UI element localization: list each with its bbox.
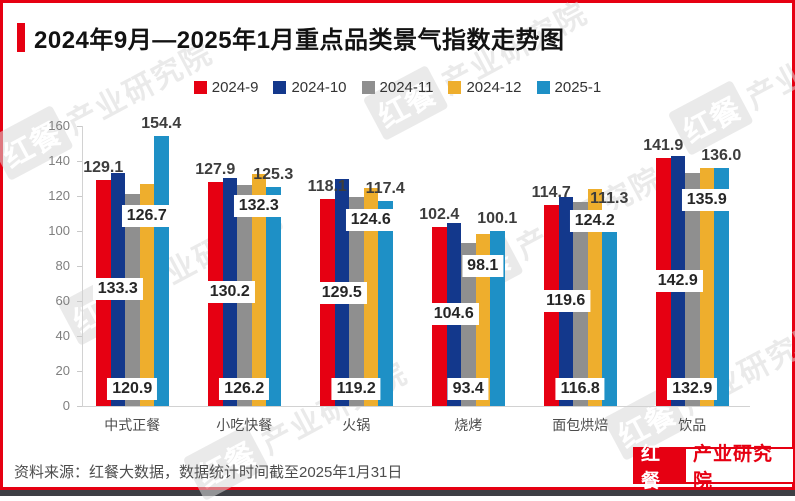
bar-value-label: 120.9 [107,378,158,400]
legend-swatch [193,81,207,94]
bar-value-label: 136.0 [701,147,742,164]
bar-value-label: 127.9 [195,161,236,179]
bar [378,200,393,406]
legend-label: 2024-12 [466,79,522,96]
bar-value-label: 126.2 [219,378,270,400]
bar-value-label: 124.2 [569,209,620,232]
bar-value-label: 129.5 [316,281,367,304]
y-tick-label: 40 [55,328,70,343]
y-tick-mark [77,336,82,337]
bar-value-label: 119.2 [331,378,381,400]
bar-value-label: 135.9 [681,189,732,212]
y-tick-label: 60 [55,293,70,308]
y-tick-label: 80 [55,258,70,273]
bar-value-label: 98.1 [462,255,504,278]
bar-value-label: 117.4 [365,179,405,197]
bar [154,135,169,406]
y-tick-label: 0 [62,398,70,413]
bar-value-label: 102.4 [419,205,460,223]
bar-value-label: 124.6 [345,208,396,231]
x-axis-line [82,406,750,407]
bar [714,168,729,406]
bar-value-label: 116.8 [555,378,605,400]
brand-logo-text: 产业研究院 [693,443,774,492]
bar [266,186,281,406]
bar-value-label: 119.6 [541,290,591,313]
bar-value-label: 129.1 [83,159,124,177]
y-tick-label: 120 [48,188,70,203]
bar [699,168,714,406]
legend-swatch [448,81,462,94]
bar [587,188,602,406]
page-title: 2024年9月—2025年1月重点品类景气指数走势图 [34,27,565,54]
y-axis-line [82,126,83,406]
bar [251,174,266,406]
legend-label: 2025-1 [554,79,602,96]
bar-value-label: 111.3 [590,190,629,208]
bar-value-label: 125.3 [253,165,294,183]
title-row: 2024年9月—2025年1月重点品类景气指数走势图 [17,20,564,55]
bar-value-label: 130.2 [204,281,255,304]
bar-value-label: 104.6 [428,303,479,326]
legend-item: 2024-11 [361,79,434,96]
y-tick-mark [77,196,82,197]
chart-legend: 2024-9 2024-10 2024-11 2024-12 2025-1 [0,79,795,96]
source-note: 资料来源：红餐大数据，数据统计时间截至2025年1月31日 [14,464,403,481]
y-tick-label: 160 [48,118,70,133]
bar [363,187,378,406]
legend-item: 2024-10 [273,79,347,96]
category-label: 中式正餐 [104,417,161,433]
legend-swatch [273,81,287,94]
bar [139,184,154,406]
category-label: 小吃快餐 [216,417,273,433]
y-tick-label: 20 [55,363,70,378]
bar-value-label: 132.3 [233,195,284,218]
bar-value-label: 142.9 [652,269,703,292]
y-tick-mark [77,161,82,162]
y-tick-mark [77,266,82,267]
legend-swatch [361,81,375,94]
bar-value-label: 100.1 [477,209,518,227]
category-label: 烧烤 [454,417,483,433]
legend-item: 2024-9 [193,79,259,96]
bar-value-label: 118.1 [307,178,347,196]
title-accent-bar [17,23,25,52]
category-label: 火锅 [342,417,371,433]
category-label: 饮品 [678,417,707,433]
legend-item: 2025-1 [536,79,602,96]
y-tick-mark [77,126,82,127]
legend-label: 2024-9 [211,79,259,96]
bar-value-label: 132.9 [667,378,718,400]
legend-label: 2024-10 [291,79,347,96]
bar-value-label: 114.7 [531,184,571,202]
bar-value-label: 133.3 [92,278,143,301]
category-label: 面包烘焙 [552,417,609,433]
y-tick-mark [77,371,82,372]
bar-value-label: 126.7 [121,205,172,228]
bar-value-label: 154.4 [141,114,182,132]
y-tick-mark [77,301,82,302]
bottom-edge-strip [0,490,795,496]
legend-item: 2024-12 [448,79,522,96]
y-tick-label: 140 [48,153,70,168]
y-tick-label: 100 [48,223,70,238]
legend-swatch [536,81,550,94]
brand-logo-mark: 红餐 [635,444,687,492]
brand-logo: 红餐 产业研究院 [633,443,795,492]
bar-value-label: 93.4 [447,378,489,400]
legend-label: 2024-11 [379,79,434,96]
y-tick-mark [77,231,82,232]
y-tick-mark [77,406,82,407]
bar-value-label: 141.9 [643,136,684,154]
bar [602,211,617,406]
